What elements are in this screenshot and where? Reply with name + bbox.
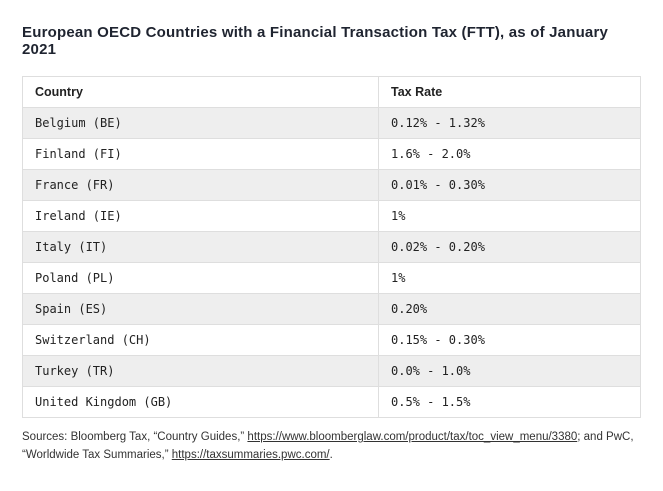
country-cell: France (FR) [22,169,379,201]
table-row: United Kingdom (GB) 0.5% - 1.5% [22,386,641,418]
tax-rate-cell: 1% [378,262,641,294]
table-row: Belgium (BE) 0.12% - 1.32% [22,107,641,139]
country-cell: Switzerland (CH) [22,324,379,356]
table-row: Italy (IT) 0.02% - 0.20% [22,231,641,263]
sources-text-suffix: . [329,448,333,461]
table-row: Spain (ES) 0.20% [22,293,641,325]
table-row: Finland (FI) 1.6% - 2.0% [22,138,641,170]
table-row: France (FR) 0.01% - 0.30% [22,169,641,201]
table-header: Country Tax Rate [22,76,641,108]
column-header-tax-rate: Tax Rate [378,76,641,108]
column-header-country: Country [22,76,379,108]
tax-rate-cell: 0.12% - 1.32% [378,107,641,139]
table-row: Ireland (IE) 1% [22,200,641,232]
tax-rate-cell: 0.01% - 0.30% [378,169,641,201]
header-row: Country Tax Rate [22,76,641,108]
country-cell: Belgium (BE) [22,107,379,139]
table-body: Belgium (BE) 0.12% - 1.32% Finland (FI) 1.6… [22,107,641,418]
tax-rate-cell: 1.6% - 2.0% [378,138,641,170]
table-row: Turkey (TR) 0.0% - 1.0% [22,355,641,387]
page: European OECD Countries with a Financial… [22,24,641,465]
bloomberg-tax-link[interactable]: https://www.bloomberglaw.com/product/tax… [247,431,578,443]
sources-text-prefix: Sources: Bloomberg Tax, “Country Guides,… [22,431,248,443]
sources-note: Sources: Bloomberg Tax, “Country Guides,… [22,429,641,465]
country-cell: Spain (ES) [22,293,379,325]
tax-rate-cell: 0.15% - 0.30% [378,324,641,356]
table-row: Poland (PL) 1% [22,262,641,294]
tax-rate-cell: 0.20% [378,293,641,325]
tax-rate-cell: 0.02% - 0.20% [378,231,641,263]
page-title: European OECD Countries with a Financial… [22,24,609,58]
country-cell: Ireland (IE) [22,200,379,232]
ftt-table: Country Tax Rate Belgium (BE) 0.12% - 1.3… [22,76,641,418]
country-cell: Poland (PL) [22,262,379,294]
table-row: Switzerland (CH) 0.15% - 0.30% [22,324,641,356]
sources-text-mid: ; and PwC, “Worldwide Tax Summaries,” [22,431,634,461]
country-cell: Finland (FI) [22,138,379,170]
tax-rate-cell: 0.5% - 1.5% [378,386,641,418]
tax-rate-cell: 1% [378,200,641,232]
country-cell: Turkey (TR) [22,355,379,387]
tax-rate-cell: 0.0% - 1.0% [378,355,641,387]
pwc-tax-summaries-link[interactable]: https://taxsummaries.pwc.com/ [171,448,330,461]
country-cell: Italy (IT) [22,231,379,263]
country-cell: United Kingdom (GB) [22,386,379,418]
